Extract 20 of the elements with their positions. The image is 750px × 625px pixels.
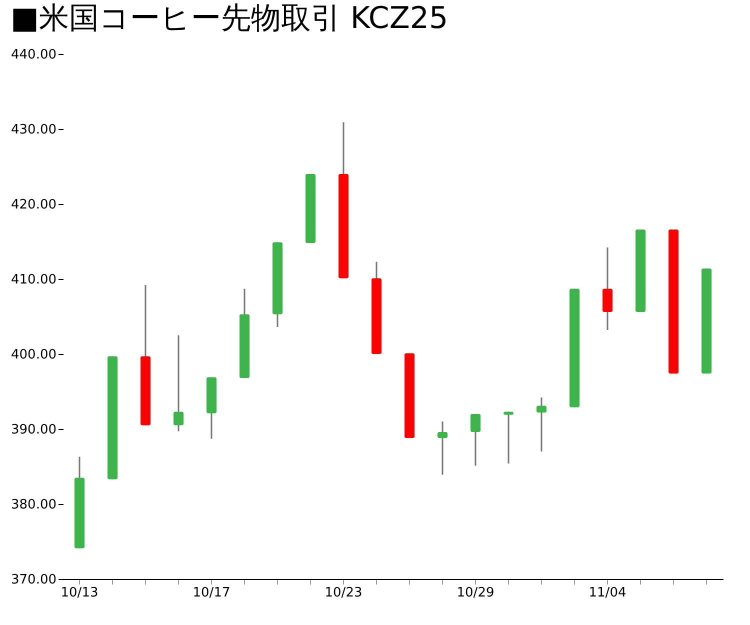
x-tick-label: 11/04 — [588, 586, 626, 600]
chart-title: ■米国コーヒー先物取引 KCZ25 — [10, 1, 448, 36]
y-tick-label: 430.00 — [11, 122, 56, 138]
x-tick-label: 10/29 — [456, 586, 494, 600]
x-tick-label: 10/13 — [60, 586, 98, 600]
y-tick-label: 370.00 — [11, 572, 56, 588]
candlestick — [470, 413, 480, 466]
y-tick-label: 410.00 — [11, 272, 56, 288]
y-tick-label: 390.00 — [11, 422, 56, 438]
candlestick — [536, 396, 546, 452]
y-tick-label: 420.00 — [11, 198, 56, 212]
candlestick — [602, 246, 612, 331]
y-tick-label: 380.00 — [11, 498, 56, 512]
candlestick — [504, 411, 514, 464]
x-tick-label: 10/23 — [324, 586, 362, 600]
candlestick — [174, 334, 184, 432]
x-tick-label: 10/17 — [192, 586, 230, 600]
y-tick-label: 440.00 — [11, 48, 56, 62]
candlestick — [438, 420, 448, 476]
y-tick-label: 400.00 — [11, 348, 56, 362]
